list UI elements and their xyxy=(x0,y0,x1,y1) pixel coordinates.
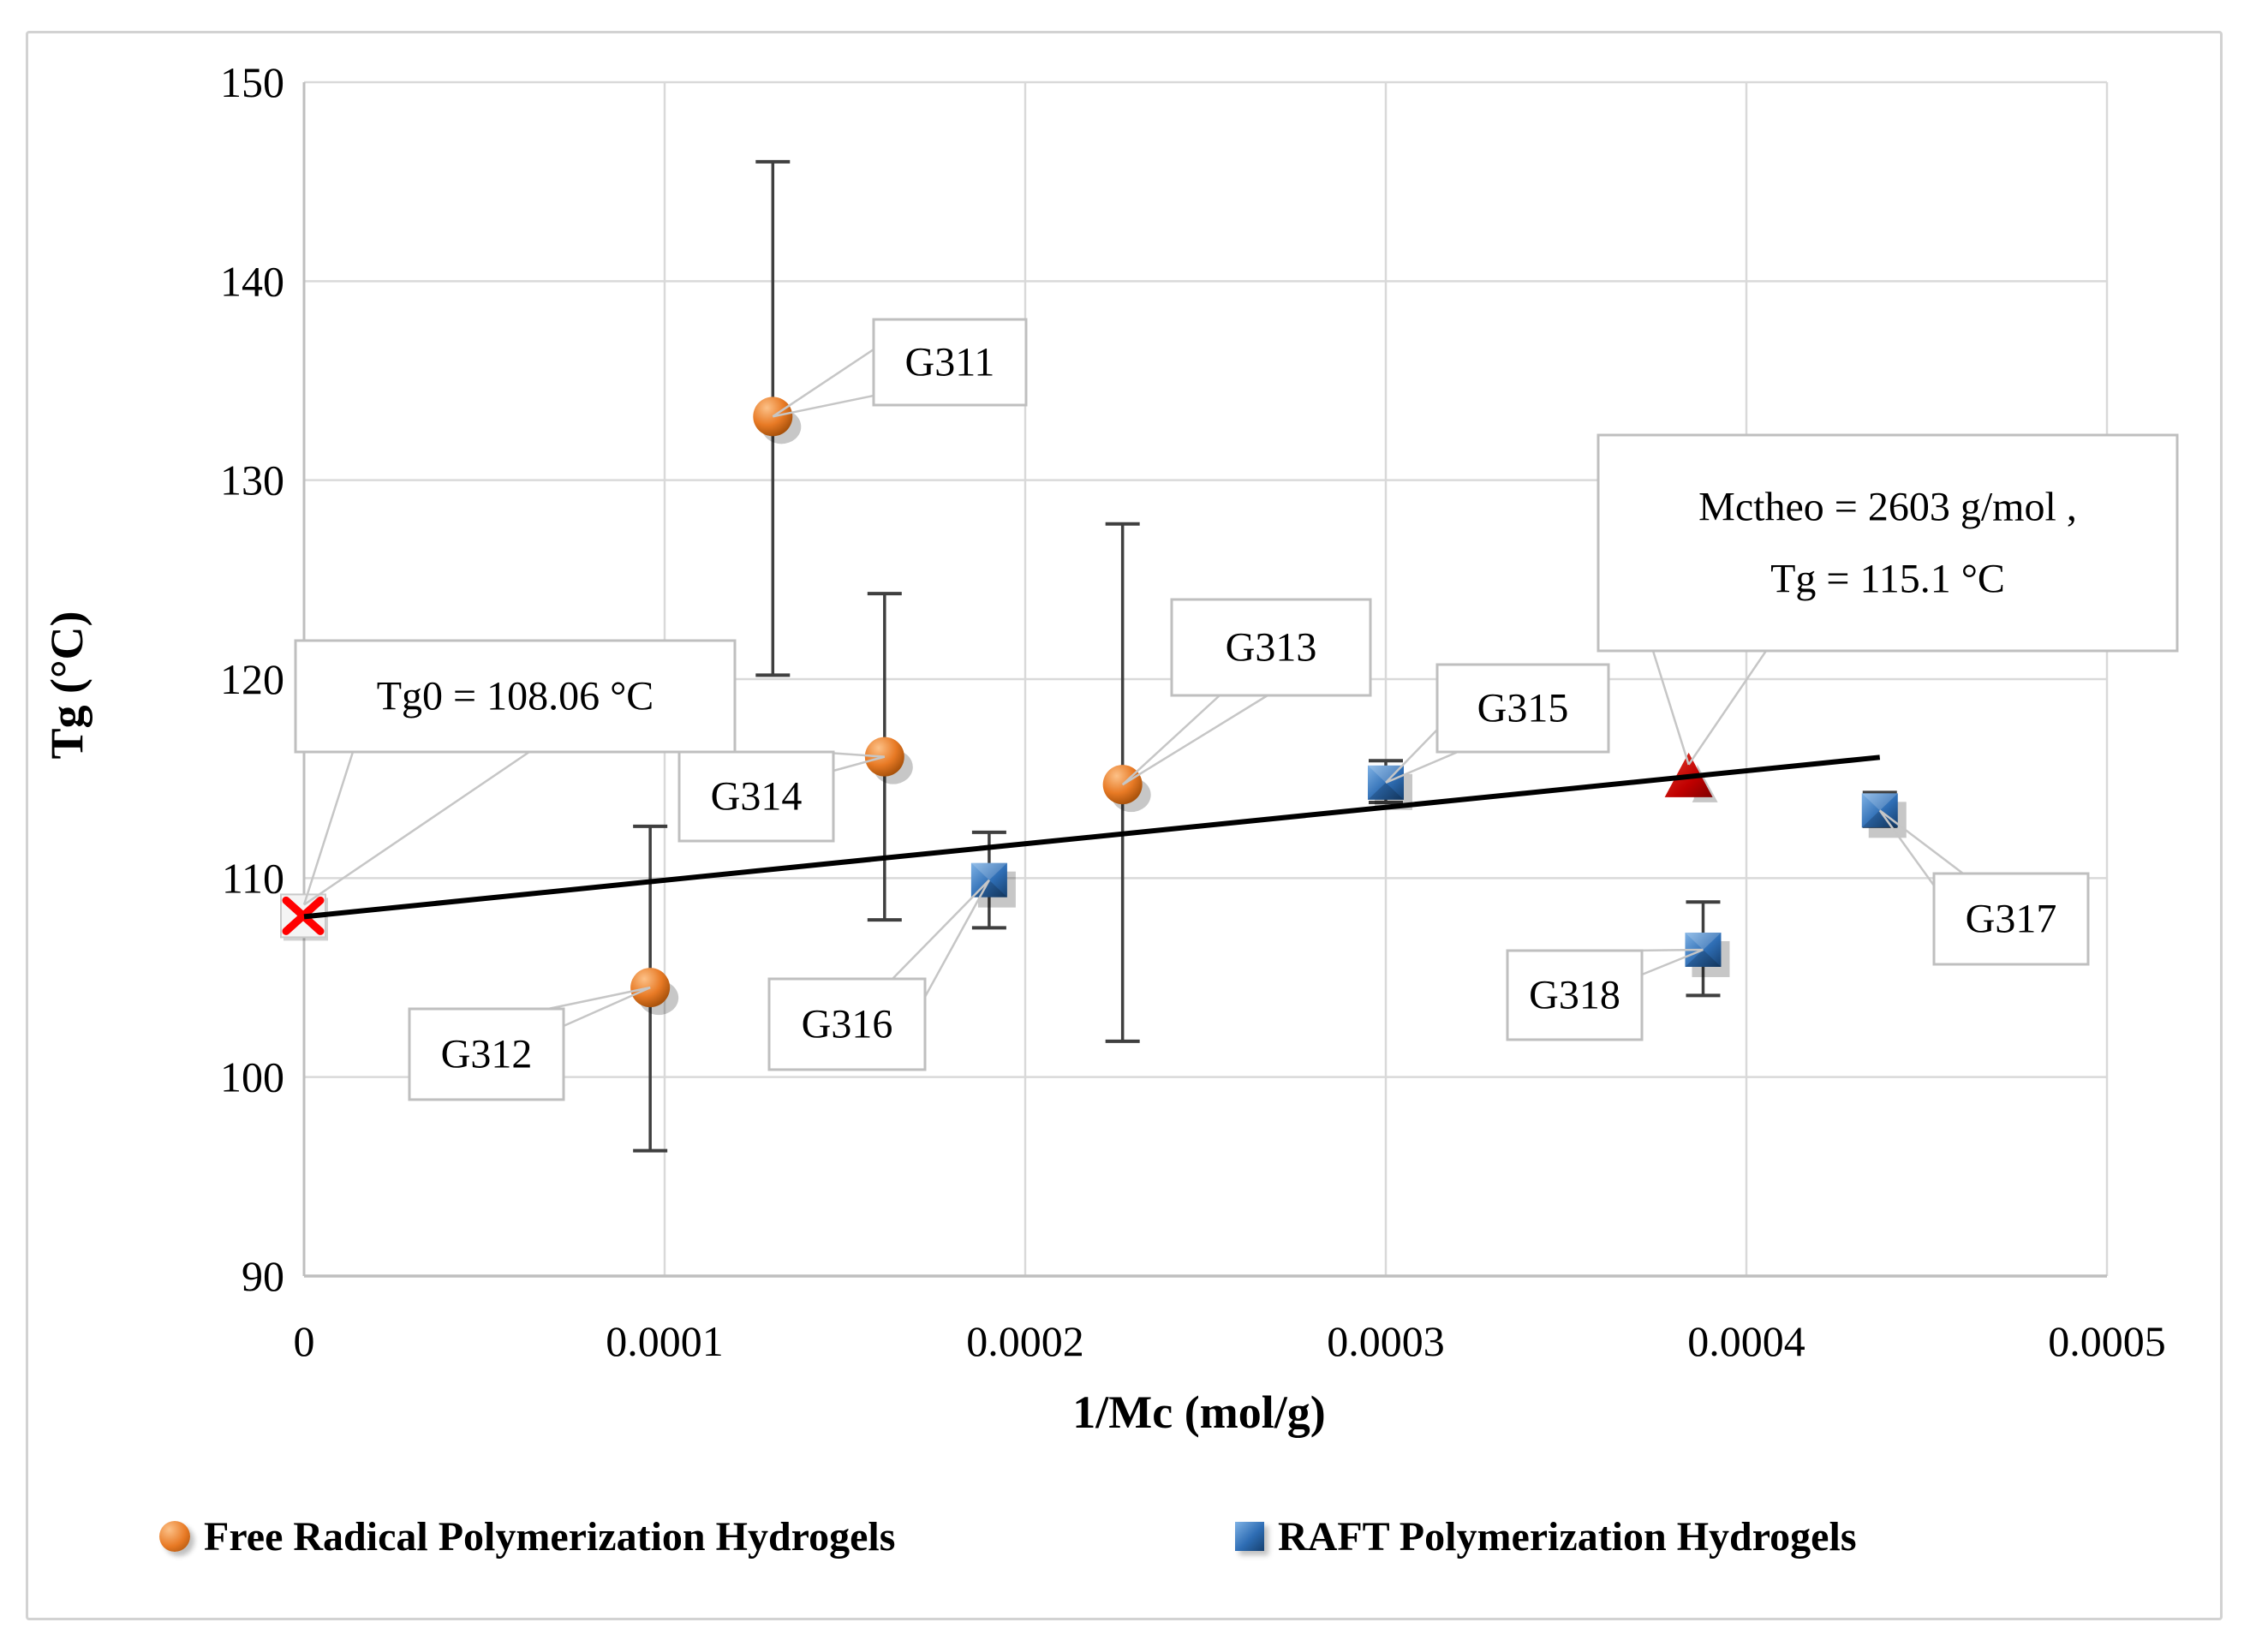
orange-circle-icon xyxy=(159,1521,190,1552)
data-label-text: G314 xyxy=(711,774,803,820)
data-label-box xyxy=(767,977,927,1071)
data-label-layer: G311 G312 G313 G314 G316 G315 G318 G317 xyxy=(408,318,2090,1101)
data-label-text: G316 xyxy=(802,1002,893,1047)
label-leader-line xyxy=(1121,695,1220,786)
data-label-box xyxy=(1435,663,1610,754)
x-tick-label: 0.0005 xyxy=(2048,1317,2166,1365)
label-leader-line xyxy=(773,394,874,418)
legend-item-raft: RAFT Polymerization Hydrogels xyxy=(1235,1500,1857,1572)
data-label-box xyxy=(872,318,1028,407)
square-facet xyxy=(1368,765,1404,783)
trendline xyxy=(303,754,1881,920)
square-facet xyxy=(1861,793,1898,811)
data-label-box xyxy=(408,1007,565,1101)
square-facet xyxy=(970,862,1007,880)
label-leader-line xyxy=(772,348,874,418)
label-leader-line xyxy=(563,986,651,1028)
y-tick-label: 140 xyxy=(220,257,284,305)
label-leader-line xyxy=(1122,694,1268,786)
label-leader-line xyxy=(923,880,990,998)
grid-layer xyxy=(302,81,2109,1278)
data-label-box xyxy=(1506,949,1644,1041)
label-leader-line xyxy=(1641,948,1704,976)
tg0-annotation-text: Tg0 = 108.06 °C xyxy=(377,674,654,719)
y-tick-label: 120 xyxy=(220,655,284,703)
x-tick-label: 0.0002 xyxy=(966,1317,1084,1365)
legend-item-free-radical: Free Radical Polymerization Hydrogels xyxy=(159,1500,895,1572)
annotation-leader-line xyxy=(1687,650,1768,766)
x-tick-label: 0.0004 xyxy=(1687,1317,1805,1365)
label-leader-line xyxy=(1385,729,1438,784)
label-leader-line xyxy=(1879,809,1964,874)
annotation-leader-line xyxy=(1651,650,1690,766)
label-leader-line xyxy=(833,755,886,772)
data-label-box xyxy=(677,750,835,843)
legend: Free Radical Polymerization Hydrogels RA… xyxy=(0,1500,2250,1572)
y-axis-title: Tg (°C) xyxy=(41,611,93,760)
data-label-text: G317 xyxy=(1966,897,2057,942)
label-leader-line xyxy=(892,879,990,980)
data-label-box xyxy=(1170,598,1372,697)
legend-label: Free Radical Polymerization Hydrogels xyxy=(204,1513,896,1560)
square-facet xyxy=(1685,949,1722,967)
data-label-text: G313 xyxy=(1226,625,1317,671)
mctheo-annotation-text: Tg = 115.1 °C xyxy=(1770,557,2005,602)
square-facet xyxy=(1685,932,1722,950)
x-tick-label: 0.0003 xyxy=(1327,1317,1445,1365)
tg0-x-marker xyxy=(282,896,325,935)
blue-square-icon xyxy=(1235,1522,1264,1551)
annotation-leader-line xyxy=(302,751,355,905)
data-label-text: G315 xyxy=(1477,686,1569,731)
legend-label: RAFT Polymerization Hydrogels xyxy=(1278,1513,1857,1560)
mctheo-annotation-text: Mctheo = 2603 g/mol , xyxy=(1698,485,2077,530)
square-facet xyxy=(1368,782,1404,800)
y-tick-label: 100 xyxy=(220,1053,284,1101)
square-facet xyxy=(970,880,1007,898)
y-tick-label: 150 xyxy=(220,58,284,106)
trendline-layer xyxy=(303,754,1881,920)
x-axis-title: 1/Mc (mol/g) xyxy=(1072,1387,1326,1438)
data-label-box xyxy=(1932,872,2090,966)
y-tick-label: 110 xyxy=(222,854,284,902)
data-label-text: G311 xyxy=(905,340,995,385)
y-tick-label: 90 xyxy=(242,1252,284,1300)
label-leader-line xyxy=(1385,750,1459,784)
x-tick-label: 0.0001 xyxy=(606,1317,724,1365)
tick-label-layer: 0 0.0001 0.0002 0.0003 0.0004 0.0005 90 100 110 1… xyxy=(220,58,2166,1365)
x-tick-label: 0 xyxy=(294,1317,315,1365)
label-leader-line xyxy=(547,986,651,1011)
data-label-text: G312 xyxy=(441,1032,533,1077)
annotation-box xyxy=(1596,433,2179,653)
annotation-layer: Tg0 = 108.06 °C Mctheo = 2603 g/mol , Tg =… xyxy=(294,433,2179,906)
annotation-box xyxy=(294,639,737,754)
label-leader-line xyxy=(1878,809,1936,886)
figure-border xyxy=(26,31,2223,1620)
y-tick-label: 130 xyxy=(220,456,284,504)
annotation-leader-line xyxy=(303,750,530,906)
data-label-text: G318 xyxy=(1529,973,1620,1018)
